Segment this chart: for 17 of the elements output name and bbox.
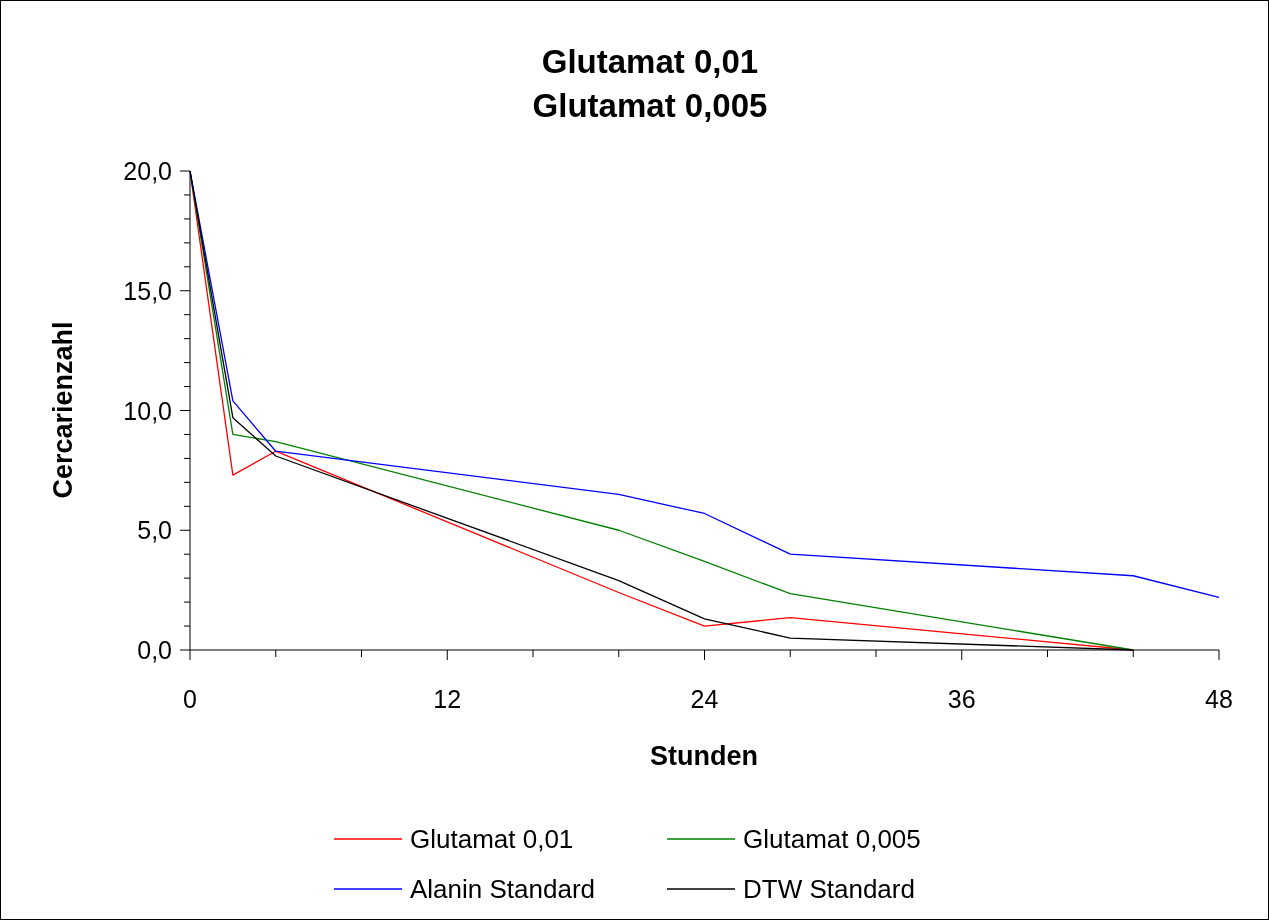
x-axis-title: Stunden bbox=[650, 741, 758, 771]
x-tick-label: 12 bbox=[433, 685, 462, 713]
y-tick-label: 5,0 bbox=[137, 516, 172, 545]
y-axis-title: Cercarienzahl bbox=[48, 321, 78, 499]
legend-label: DTW Standard bbox=[743, 874, 915, 904]
x-tick-label: 0 bbox=[183, 685, 197, 713]
chart-title: Glutamat 0,01 Glutamat 0,005 bbox=[532, 43, 768, 124]
y-tick-label: 0,0 bbox=[137, 636, 172, 664]
y-tick-label: 10,0 bbox=[123, 396, 172, 425]
x-tick-label: 48 bbox=[1205, 685, 1233, 713]
y-tick-label: 15,0 bbox=[123, 276, 172, 305]
x-tick-label: 36 bbox=[947, 685, 976, 713]
legend-label: Glutamat 0,005 bbox=[743, 824, 921, 854]
y-tick-label: 20,0 bbox=[123, 157, 172, 185]
legend-label: Alanin Standard bbox=[410, 874, 596, 904]
x-tick-label: 24 bbox=[690, 685, 719, 713]
legend-label: Glutamat 0,01 bbox=[410, 824, 574, 854]
